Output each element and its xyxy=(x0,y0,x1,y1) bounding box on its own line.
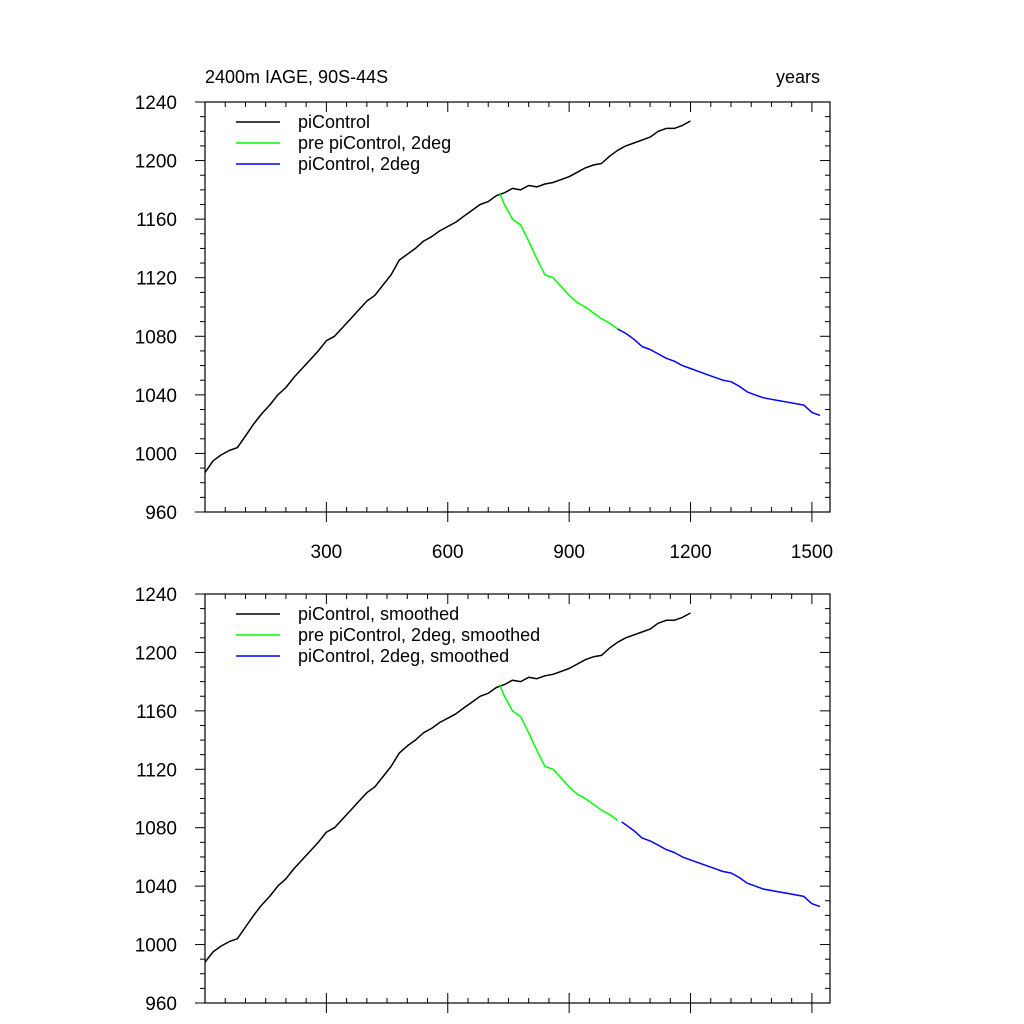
x-axis-unit-label: years xyxy=(776,67,820,87)
y-tick-label: 960 xyxy=(145,503,177,524)
series-line-picontrol-2deg xyxy=(617,328,821,417)
x-tick-label: 900 xyxy=(553,542,585,563)
x-tick-label: 600 xyxy=(432,542,464,563)
x-tick-label: 1200 xyxy=(669,542,711,563)
legend-label: pre piControl, 2deg xyxy=(298,133,451,153)
y-tick-label: 1040 xyxy=(135,877,177,898)
y-tick-label: 1000 xyxy=(135,936,177,957)
y-tick-label: 1000 xyxy=(135,444,177,465)
y-tick-label: 1040 xyxy=(135,386,177,407)
top-panel: 960 1000 1040 1080 1120 1160 1200 1240 300 600 900… xyxy=(135,93,833,563)
y-tick-label: 1200 xyxy=(135,643,177,664)
series-line-picontrol xyxy=(204,120,691,473)
y-tick-label: 1240 xyxy=(135,93,177,114)
series-line-pre-picontrol-2deg-smoothed xyxy=(498,684,619,822)
y-tick-label: 1160 xyxy=(136,702,177,723)
y-tick-label: 1120 xyxy=(136,760,177,781)
chart-title: 2400m IAGE, 90S-44S xyxy=(205,67,388,87)
legend-label: pre piControl, 2deg, smoothed xyxy=(298,625,540,645)
x-tick-label: 300 xyxy=(311,542,343,563)
y-tick-label: 1160 xyxy=(136,210,177,231)
y-tick-label: 1240 xyxy=(135,585,177,606)
legend-label: piControl, smoothed xyxy=(298,604,459,624)
series-line-picontrol-2deg-smoothed xyxy=(621,821,821,908)
legend-label: piControl xyxy=(298,112,370,132)
legend-label: piControl, 2deg xyxy=(298,154,420,174)
y-tick-label: 1120 xyxy=(136,269,177,290)
series-line-picontrol-smoothed xyxy=(204,612,691,963)
y-tick-label: 1200 xyxy=(135,152,177,173)
series-line-pre-picontrol-2deg xyxy=(498,192,619,330)
y-tick-label: 1080 xyxy=(135,327,177,348)
y-tick-label: 960 xyxy=(145,994,177,1015)
x-tick-label: 1500 xyxy=(791,542,833,563)
y-tick-label: 1080 xyxy=(135,819,177,840)
legend-label: piControl, 2deg, smoothed xyxy=(298,646,509,666)
bottom-panel: 960 1000 1040 1080 1120 1160 1200 1240 piControl… xyxy=(135,585,831,1015)
